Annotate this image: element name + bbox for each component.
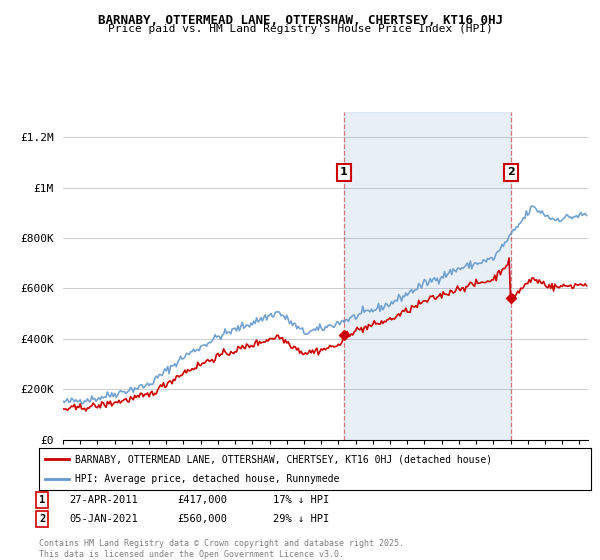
Text: 1: 1 [340, 167, 348, 178]
Text: HPI: Average price, detached house, Runnymede: HPI: Average price, detached house, Runn… [75, 474, 339, 484]
Text: Contains HM Land Registry data © Crown copyright and database right 2025.
This d: Contains HM Land Registry data © Crown c… [39, 539, 404, 559]
Text: 27-APR-2011: 27-APR-2011 [69, 495, 138, 505]
Text: 1: 1 [39, 495, 45, 505]
Text: 29% ↓ HPI: 29% ↓ HPI [273, 514, 329, 524]
Text: £417,000: £417,000 [177, 495, 227, 505]
Text: BARNABY, OTTERMEAD LANE, OTTERSHAW, CHERTSEY, KT16 0HJ: BARNABY, OTTERMEAD LANE, OTTERSHAW, CHER… [97, 14, 503, 27]
Text: 17% ↓ HPI: 17% ↓ HPI [273, 495, 329, 505]
Text: 2: 2 [39, 514, 45, 524]
Text: 2: 2 [507, 167, 515, 178]
Text: Price paid vs. HM Land Registry's House Price Index (HPI): Price paid vs. HM Land Registry's House … [107, 24, 493, 34]
Text: BARNABY, OTTERMEAD LANE, OTTERSHAW, CHERTSEY, KT16 0HJ (detached house): BARNABY, OTTERMEAD LANE, OTTERSHAW, CHER… [75, 454, 492, 464]
Bar [344, 112, 511, 440]
Text: £560,000: £560,000 [177, 514, 227, 524]
Text: 05-JAN-2021: 05-JAN-2021 [69, 514, 138, 524]
